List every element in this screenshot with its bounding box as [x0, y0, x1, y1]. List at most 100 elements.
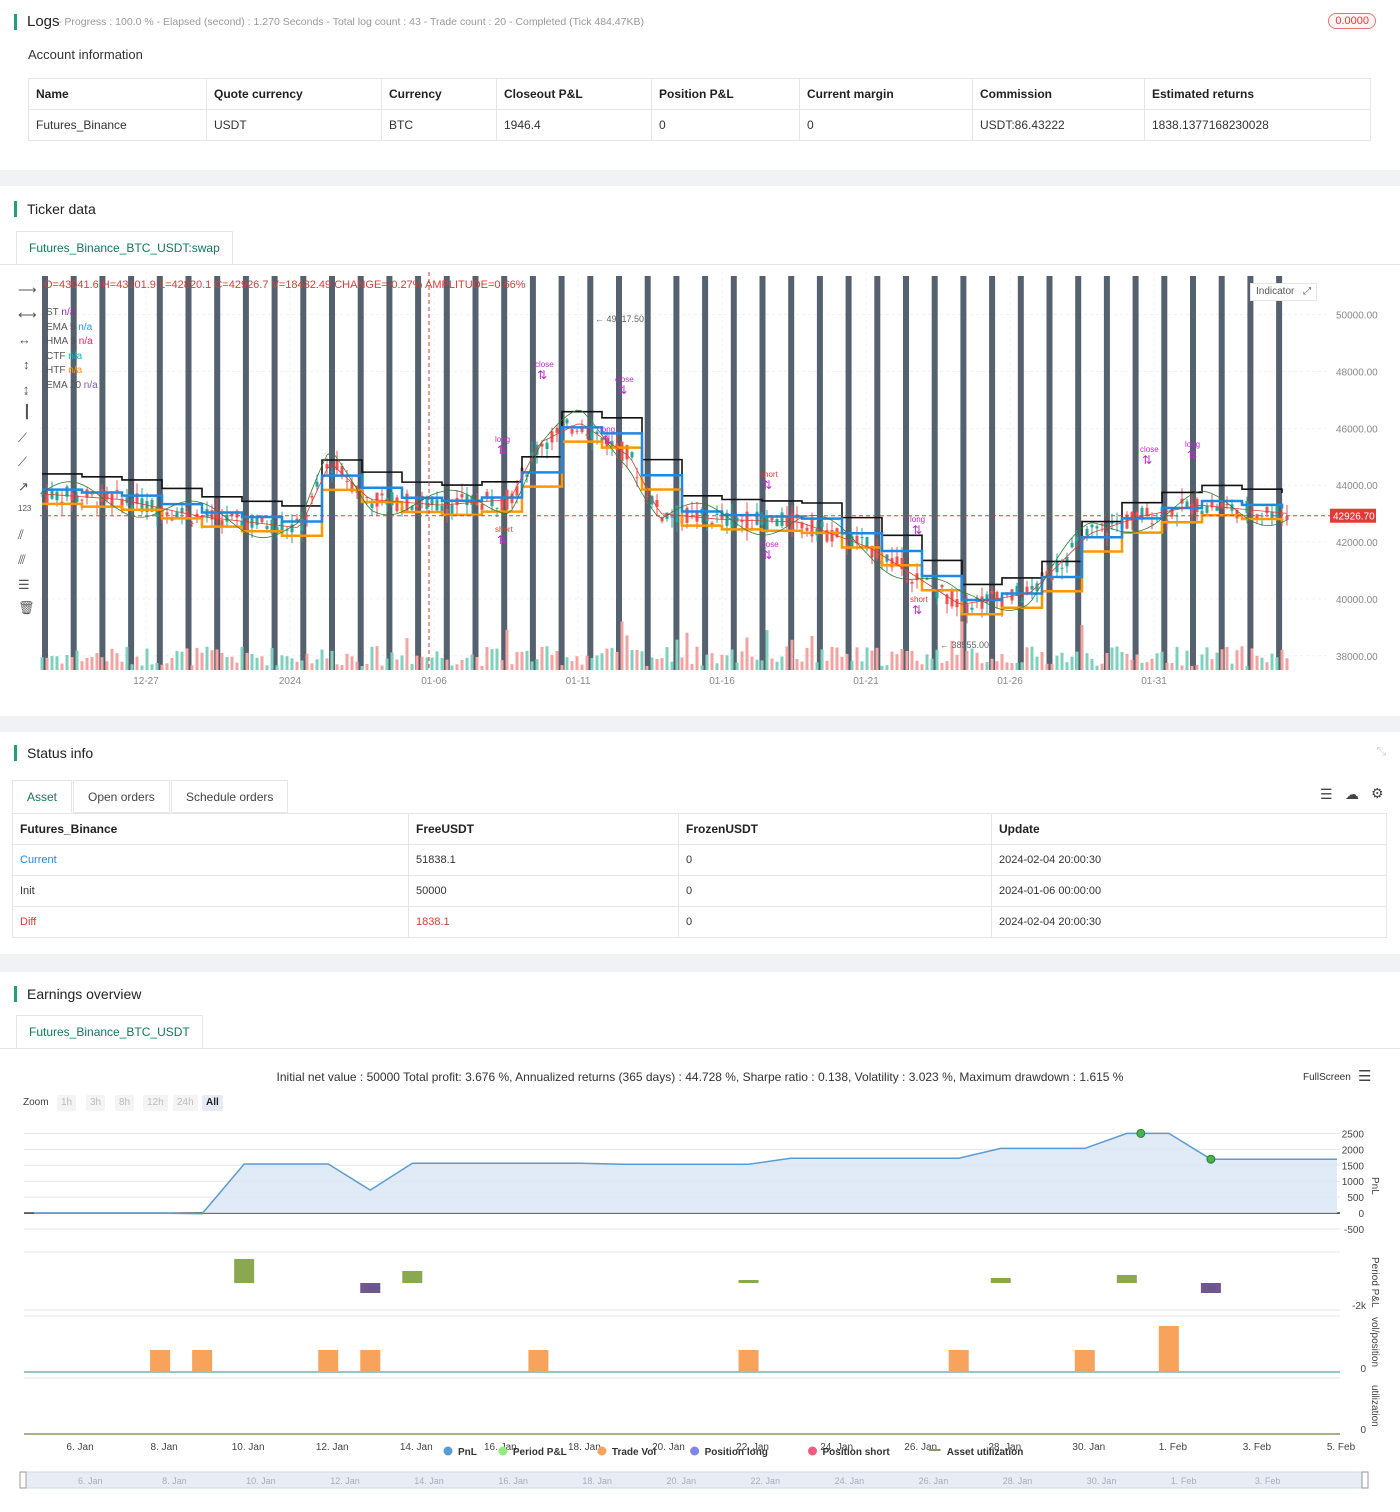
list-icon[interactable]: ☰ — [1320, 786, 1333, 802]
asset-row-label[interactable]: Current — [12, 844, 409, 876]
volume-bar — [165, 663, 169, 670]
indicator-legend-value: n/a — [65, 350, 83, 362]
tab-open-orders[interactable]: Open orders — [73, 780, 170, 813]
volume-bar — [1010, 663, 1014, 670]
legend-label: Trade Vol — [612, 1447, 656, 1458]
volume-bar — [700, 665, 704, 670]
menu-icon[interactable]: ☰ — [1358, 1068, 1372, 1085]
horizontal-segment-icon[interactable]: ↔ — [18, 332, 31, 347]
logs-title: Logs — [14, 14, 60, 30]
volume-bar — [520, 651, 524, 670]
fullscreen-button[interactable]: FullScreen — [1303, 1072, 1351, 1083]
price-tick-label: 48000.00 — [1336, 368, 1378, 379]
earnings-tab[interactable]: Futures_Binance_BTC_USDT — [16, 1015, 203, 1049]
candle-body — [755, 511, 759, 525]
candle-body — [1105, 533, 1109, 536]
volume-bar — [1120, 652, 1124, 670]
candle-body — [1215, 506, 1219, 511]
indicator-legend-item: EMA 5 n/a — [46, 321, 98, 336]
volume-bar — [680, 657, 684, 670]
volume-bar — [1135, 654, 1139, 670]
candle-body — [155, 506, 159, 517]
volume-bar — [1260, 657, 1264, 670]
tab-schedule-orders[interactable]: Schedule orders — [171, 780, 289, 813]
indicator-legend-item: HMA 5 n/a — [46, 335, 98, 350]
collapse-icon[interactable]: ⤡ — [1376, 744, 1386, 758]
indicator-legend-value: n/a — [81, 379, 98, 391]
candle-body — [1100, 523, 1104, 525]
volume-bar — [1140, 662, 1144, 670]
horizontal-line-icon[interactable]: ⟷ — [18, 307, 37, 322]
volume-bar — [745, 637, 749, 670]
gear-icon[interactable]: ⚙ — [1371, 785, 1384, 801]
volume-bar — [355, 661, 359, 670]
candle-body — [1010, 589, 1014, 601]
vertical-segment-icon[interactable]: ┃ — [23, 404, 31, 419]
candle-body — [120, 498, 124, 510]
trade-vol-bar — [528, 1350, 549, 1372]
candle-body — [1015, 585, 1019, 595]
arrow-icon[interactable]: ↗ — [18, 479, 29, 494]
earnings-date-tick: 10. Jan — [232, 1442, 265, 1453]
candle-body — [1255, 514, 1259, 520]
candle-body — [140, 498, 144, 512]
account-col-currency: Currency — [381, 78, 497, 110]
volume-bar — [930, 658, 934, 670]
trash-icon[interactable]: 🗑 — [18, 600, 35, 615]
fib-icon[interactable]: ⫻ — [18, 552, 26, 567]
candle-body — [780, 512, 784, 527]
trade-label: close — [1140, 445, 1159, 454]
segment-icon[interactable]: ⟋ — [18, 454, 28, 469]
tab-asset[interactable]: Asset — [12, 780, 73, 813]
logs-title-text: Logs — [27, 13, 60, 30]
candle-body — [830, 530, 834, 542]
trade-label: close — [760, 540, 779, 549]
volume-bar — [1025, 647, 1029, 670]
parallel-channel-icon[interactable]: ⫽ — [18, 527, 24, 542]
volume-bar — [625, 635, 629, 670]
volume-bar — [1245, 665, 1249, 670]
vertical-ray-icon[interactable]: ↨ — [23, 382, 30, 397]
candle-body — [630, 452, 634, 458]
cloud-download-icon[interactable]: ☁ — [1345, 786, 1359, 802]
trend-line-icon[interactable]: ⟋ — [18, 430, 28, 445]
session-band — [903, 276, 909, 670]
candle-body — [545, 442, 549, 450]
indicator-legend-item: CTF n/a — [46, 350, 98, 365]
rectangle-icon[interactable]: ☰ — [18, 577, 30, 592]
volume-bar — [1255, 655, 1259, 670]
vertical-line-icon[interactable]: ↕ — [23, 357, 30, 372]
asset-update: 2024-02-04 20:00:30 — [991, 906, 1387, 938]
asset-col-free: FreeUSDT — [408, 813, 679, 845]
table-row: Diff 1838.1 0 2024-02-04 20:00:30 — [12, 906, 1387, 938]
volume-bar — [140, 665, 144, 670]
ticker-tab[interactable]: Futures_Binance_BTC_USDT:swap — [16, 231, 233, 264]
session-band — [443, 276, 450, 670]
zoom-8h-button[interactable]: 8h — [115, 1095, 135, 1111]
price-label-icon[interactable]: 123 — [18, 504, 32, 513]
session-band — [415, 276, 422, 670]
volume-bar — [675, 639, 679, 670]
zoom-12h-button[interactable]: 12h — [143, 1095, 168, 1111]
navigator-date-tick: 18. Jan — [582, 1476, 612, 1486]
indicator-button[interactable]: Indicator ⤢ — [1250, 283, 1318, 301]
candle-body — [1245, 501, 1249, 513]
volume-bar — [855, 647, 859, 670]
horizontal-ray-icon[interactable]: ⟶ — [18, 282, 37, 297]
candle-body — [1150, 523, 1154, 525]
zoom-3h-button[interactable]: 3h — [86, 1095, 106, 1111]
volume-bar — [730, 649, 734, 670]
zoom-1h-button[interactable]: 1h — [57, 1095, 77, 1111]
volume-bar — [305, 653, 309, 670]
volume-bar — [805, 647, 809, 670]
volume-bar — [290, 658, 294, 670]
zoom-24h-button[interactable]: 24h — [173, 1095, 198, 1111]
session-band — [271, 276, 278, 670]
candle-body — [100, 489, 104, 502]
trade-label: short — [495, 525, 514, 534]
candlestick-chart[interactable]: 50000.00 48000.00 46000.00 44000.00 42000.00… — [40, 272, 1400, 702]
candle-body — [260, 515, 264, 523]
zoom-all-button[interactable]: All — [202, 1095, 223, 1111]
volume-bar — [1030, 646, 1034, 670]
